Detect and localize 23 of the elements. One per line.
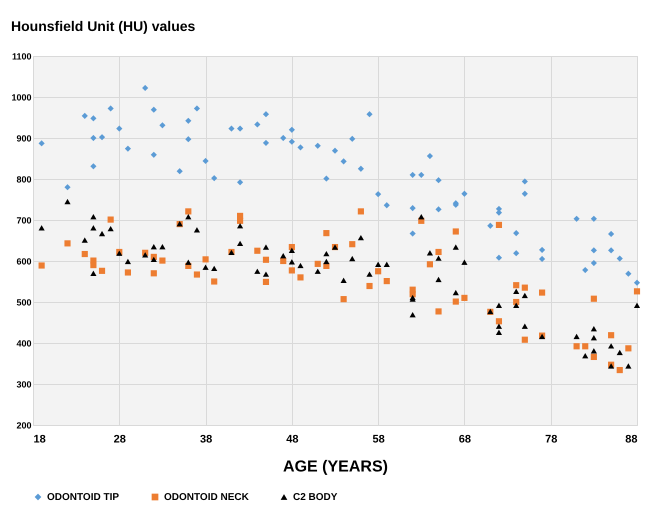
x-tick-label: 18 <box>34 434 46 446</box>
x-tick-label: 58 <box>372 434 385 446</box>
legend-label: ODONTOID TIP <box>47 492 120 503</box>
y-tick-label: 1100 <box>12 52 32 62</box>
y-tick-label: 800 <box>16 174 32 184</box>
y-tick-label: 600 <box>16 256 32 266</box>
x-tick-label: 68 <box>458 434 472 446</box>
y-tick-label: 400 <box>16 338 32 348</box>
x-tick-label: 88 <box>625 434 638 446</box>
y-tick-label: 700 <box>16 216 32 226</box>
x-tick-label: 28 <box>114 434 126 446</box>
x-tick-label: 38 <box>200 434 212 446</box>
x-tick-label: 78 <box>545 434 558 446</box>
legend-label: C2 BODY <box>293 492 338 503</box>
y-tick-label: 1000 <box>11 92 32 102</box>
y-tick-label: 900 <box>16 134 32 144</box>
chart-title: Hounsfield Unit (HU) values <box>10 18 196 34</box>
y-tick-label: 200 <box>16 420 32 430</box>
y-tick-label: 500 <box>16 298 32 308</box>
x-tick-label: 48 <box>286 434 298 446</box>
x-axis-title: AGE (YEARS) <box>283 458 388 476</box>
legend-label: ODONTOID NECK <box>164 492 250 503</box>
y-tick-label: 300 <box>16 380 32 390</box>
